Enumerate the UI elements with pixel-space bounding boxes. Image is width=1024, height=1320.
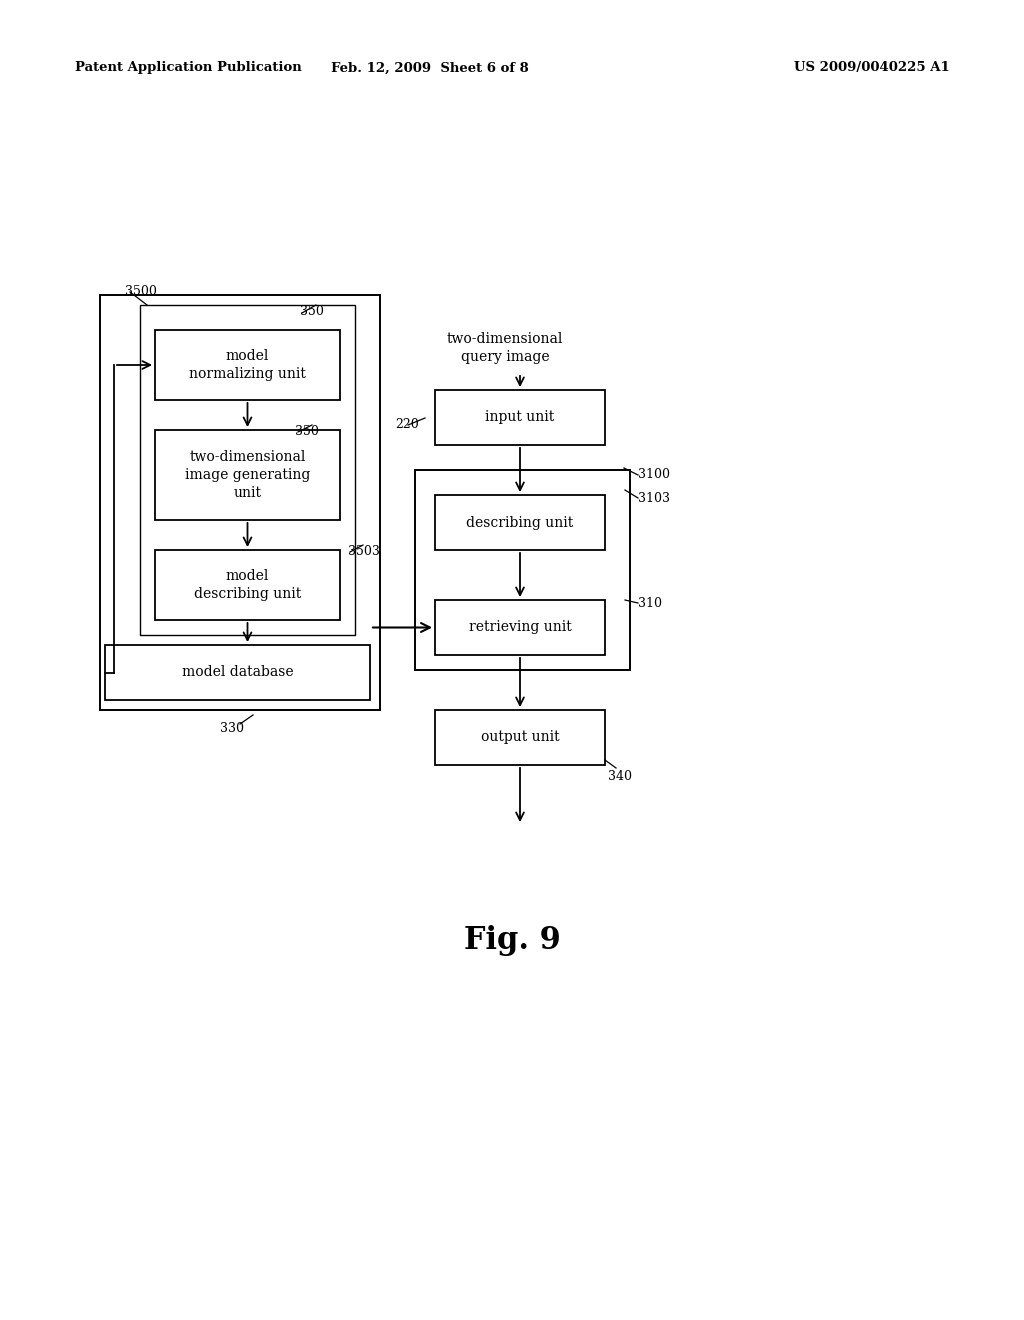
Bar [155,550,340,620]
Text: 3503: 3503 [348,545,380,558]
Bar [155,430,340,520]
Bar [155,330,340,400]
Bar [435,495,605,550]
Text: 3100: 3100 [638,469,670,480]
Text: retrieving unit: retrieving unit [469,620,571,635]
Text: US 2009/0040225 A1: US 2009/0040225 A1 [795,62,950,74]
Bar [105,645,370,700]
Text: describing unit: describing unit [466,516,573,529]
Text: output unit: output unit [480,730,559,744]
Text: Patent Application Publication: Patent Application Publication [75,62,302,74]
Bar [140,305,355,635]
Text: two-dimensional
query image: two-dimensional query image [446,333,563,364]
Text: 220: 220 [395,418,419,432]
Text: 350: 350 [295,425,318,438]
Text: 3103: 3103 [638,492,670,506]
Text: model
describing unit: model describing unit [194,569,301,601]
Text: 350: 350 [300,305,324,318]
Text: Feb. 12, 2009  Sheet 6 of 8: Feb. 12, 2009 Sheet 6 of 8 [331,62,528,74]
Text: model
normalizing unit: model normalizing unit [189,348,306,381]
Text: 330: 330 [220,722,244,735]
Text: model database: model database [181,665,293,680]
Bar [435,710,605,766]
Bar [100,294,380,710]
Text: two-dimensional
image generating
unit: two-dimensional image generating unit [184,450,310,500]
Bar [435,601,605,655]
Text: input unit: input unit [485,411,555,425]
Text: Fig. 9: Fig. 9 [464,924,560,956]
Text: 3500: 3500 [125,285,157,298]
Text: 310: 310 [638,597,662,610]
Bar [415,470,630,671]
Text: 340: 340 [608,770,632,783]
Bar [435,389,605,445]
